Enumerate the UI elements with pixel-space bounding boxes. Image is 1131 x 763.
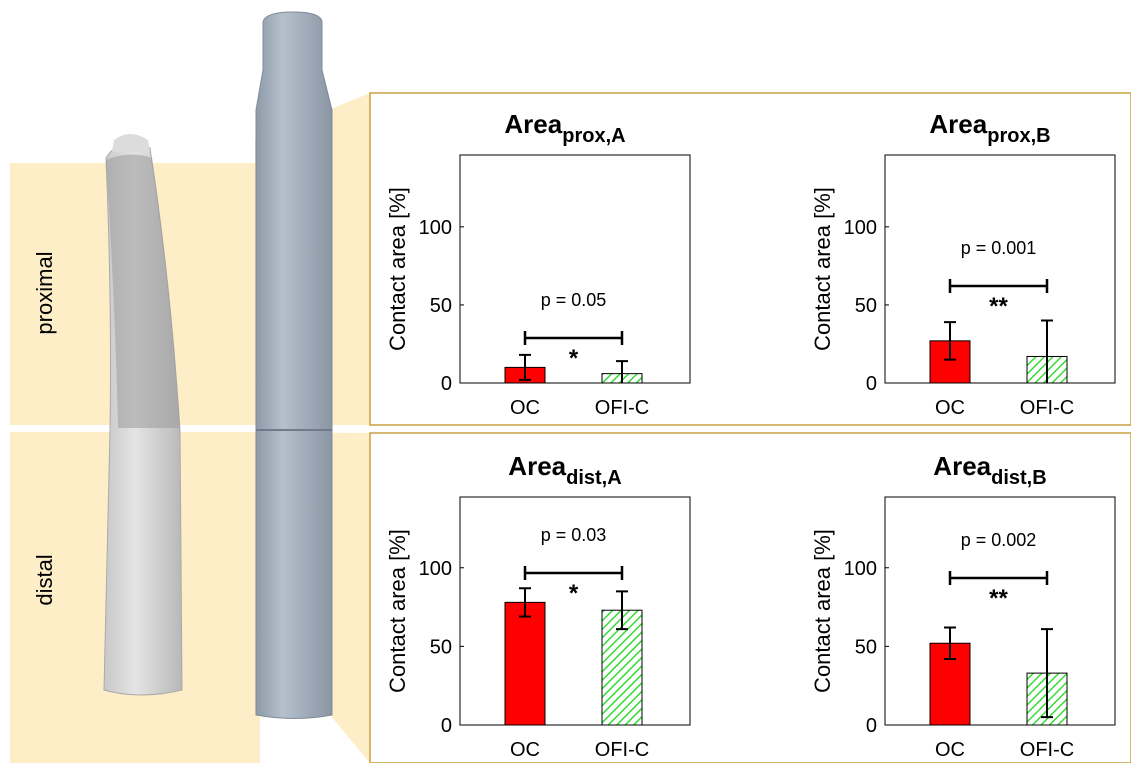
y-axis-label: Contact area [%] xyxy=(810,187,835,351)
y-axis-label: Contact area [%] xyxy=(385,529,410,693)
chart-title: Areaprox,A xyxy=(504,109,625,147)
x-tick-label: OFI-C xyxy=(595,397,649,419)
significance-stars: * xyxy=(569,580,579,607)
chart: 0 50 100 Areaprox,B Contact area [%] OC OFI-C p… xyxy=(810,109,1115,419)
x-tick-label: OFI-C xyxy=(1020,397,1074,419)
y-tick-label: 0 xyxy=(441,373,452,395)
significance-stars: * xyxy=(569,345,579,372)
distal-label: distal xyxy=(32,554,57,605)
x-tick-label: OC xyxy=(935,739,965,761)
significance-stars: ** xyxy=(989,293,1008,320)
title-subscript: dist,B xyxy=(991,467,1047,489)
x-tick-label: OC xyxy=(510,397,540,419)
title-subscript: prox,B xyxy=(987,125,1050,147)
y-tick-label: 50 xyxy=(855,295,877,317)
y-tick-label: 50 xyxy=(430,636,452,658)
title-subscript: dist,A xyxy=(566,467,622,489)
y-tick-label: 100 xyxy=(419,217,452,239)
y-tick-label: 100 xyxy=(844,558,877,580)
y-axis-label: Contact area [%] xyxy=(385,187,410,351)
implant-cap xyxy=(112,134,150,152)
y-axis-label: Contact area [%] xyxy=(810,529,835,693)
plot-frame xyxy=(885,155,1115,383)
p-value: p = 0.05 xyxy=(541,290,607,310)
title-main: Area xyxy=(929,109,987,139)
x-tick-label: OC xyxy=(935,397,965,419)
significance-bracket xyxy=(525,566,622,580)
p-value: p = 0.03 xyxy=(541,525,607,545)
y-tick-label: 0 xyxy=(441,715,452,737)
title-main: Area xyxy=(504,109,562,139)
x-tick-label: OFI-C xyxy=(595,739,649,761)
bar xyxy=(505,602,545,725)
x-tick-label: OFI-C xyxy=(1020,739,1074,761)
proximal-label: proximal xyxy=(32,251,57,334)
figure: proximal distal 050100Areaprox,AContact … xyxy=(0,0,1131,763)
y-tick-label: 50 xyxy=(855,636,877,658)
significance-bracket xyxy=(525,331,622,345)
significance-stars: ** xyxy=(989,585,1008,612)
chart-title: Areadist,A xyxy=(508,451,621,489)
p-value: p = 0.002 xyxy=(961,530,1037,550)
chart-title: Areadist,B xyxy=(933,451,1046,489)
y-tick-label: 100 xyxy=(844,217,877,239)
title-main: Area xyxy=(933,451,991,481)
chart: 0 50 100 Areaprox,A Contact area [%] OC OFI-C p… xyxy=(385,109,690,419)
p-value: p = 0.001 xyxy=(961,238,1037,258)
y-tick-label: 0 xyxy=(866,715,877,737)
y-tick-label: 0 xyxy=(866,373,877,395)
rod xyxy=(256,12,332,719)
significance-bracket xyxy=(950,279,1047,293)
significance-bracket xyxy=(950,571,1047,585)
title-subscript: prox,A xyxy=(562,125,625,147)
title-main: Area xyxy=(508,451,566,481)
chart-title: Areaprox,B xyxy=(929,109,1050,147)
y-tick-label: 50 xyxy=(430,295,452,317)
x-tick-label: OC xyxy=(510,739,540,761)
chart: 0 50 100 Areadist,B Contact area [%] OC OFI-C p… xyxy=(810,451,1115,761)
y-tick-label: 100 xyxy=(419,558,452,580)
chart: 0 50 100 Areadist,A Contact area [%] OC OFI-C p… xyxy=(385,451,690,761)
